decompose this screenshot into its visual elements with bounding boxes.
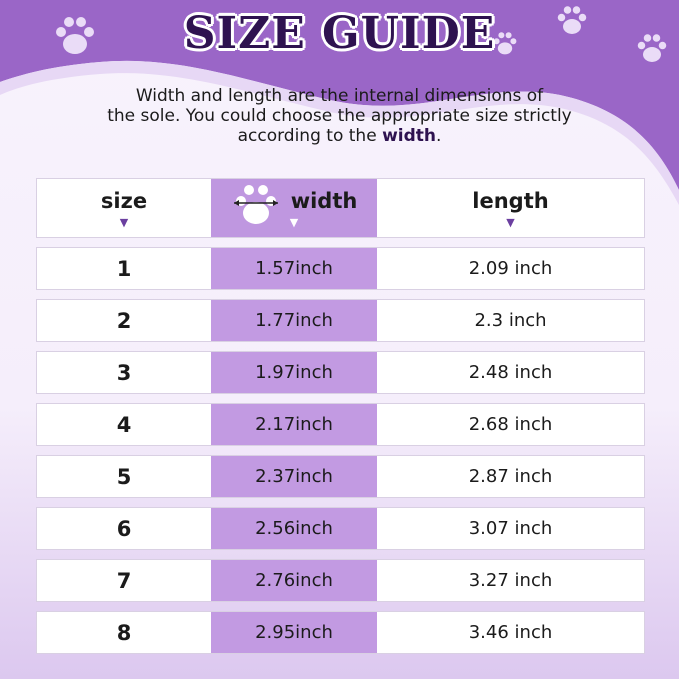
width-cell: 1.77inch <box>211 300 377 341</box>
triangle-down-icon: ▼ <box>289 215 299 229</box>
length-cell: 2.09 inch <box>468 258 553 279</box>
width-cell: 1.97inch <box>211 352 377 393</box>
size-cell: 6 <box>116 516 132 541</box>
width-cell: 1.57inch <box>211 248 377 289</box>
table-row: 4 2.17inch 2.68 inch <box>36 403 645 446</box>
page-title: SIZE GUIDE <box>183 8 496 59</box>
width-cell: 2.17inch <box>211 404 377 445</box>
length-cell: 3.27 inch <box>468 570 553 591</box>
header-length: length ▼ <box>472 188 549 229</box>
triangle-down-icon: ▼ <box>119 215 129 229</box>
length-cell: 2.48 inch <box>468 362 553 383</box>
width-cell: 2.37inch <box>211 456 377 497</box>
table-row: 3 1.97inch 2.48 inch <box>36 351 645 394</box>
width-arrow-icon <box>234 185 278 224</box>
width-cell: 2.56inch <box>211 508 377 549</box>
table-row: 2 1.77inch 2.3 inch <box>36 299 645 342</box>
table-row: 8 2.95inch 3.46 inch <box>36 611 645 654</box>
size-cell: 5 <box>116 464 132 489</box>
size-cell: 8 <box>116 620 132 645</box>
length-cell: 2.3 inch <box>474 310 547 331</box>
size-cell: 2 <box>116 308 132 333</box>
paw-print-icon <box>56 6 667 62</box>
length-cell: 2.87 inch <box>468 466 553 487</box>
table-row: 1 1.57inch 2.09 inch <box>36 247 645 290</box>
length-cell: 3.46 inch <box>468 622 553 643</box>
width-cell: 2.95inch <box>211 612 377 653</box>
width-cell: 2.76inch <box>211 560 377 601</box>
table-header: size ▼ width ▼ length ▼ <box>36 178 645 238</box>
table-row: 6 2.56inch 3.07 inch <box>36 507 645 550</box>
size-cell: 1 <box>116 256 132 281</box>
triangle-down-icon: ▼ <box>506 215 515 229</box>
size-cell: 7 <box>116 568 132 593</box>
table-row: 5 2.37inch 2.87 inch <box>36 455 645 498</box>
length-cell: 3.07 inch <box>468 518 553 539</box>
size-cell: 3 <box>116 360 132 385</box>
header-width: width ▼ <box>211 179 377 237</box>
size-cell: 4 <box>116 412 132 437</box>
length-cell: 2.68 inch <box>468 414 553 435</box>
header-size: size ▼ <box>100 188 148 229</box>
table-row: 7 2.76inch 3.27 inch <box>36 559 645 602</box>
intro-text: Width and length are the internal dimens… <box>107 86 572 146</box>
